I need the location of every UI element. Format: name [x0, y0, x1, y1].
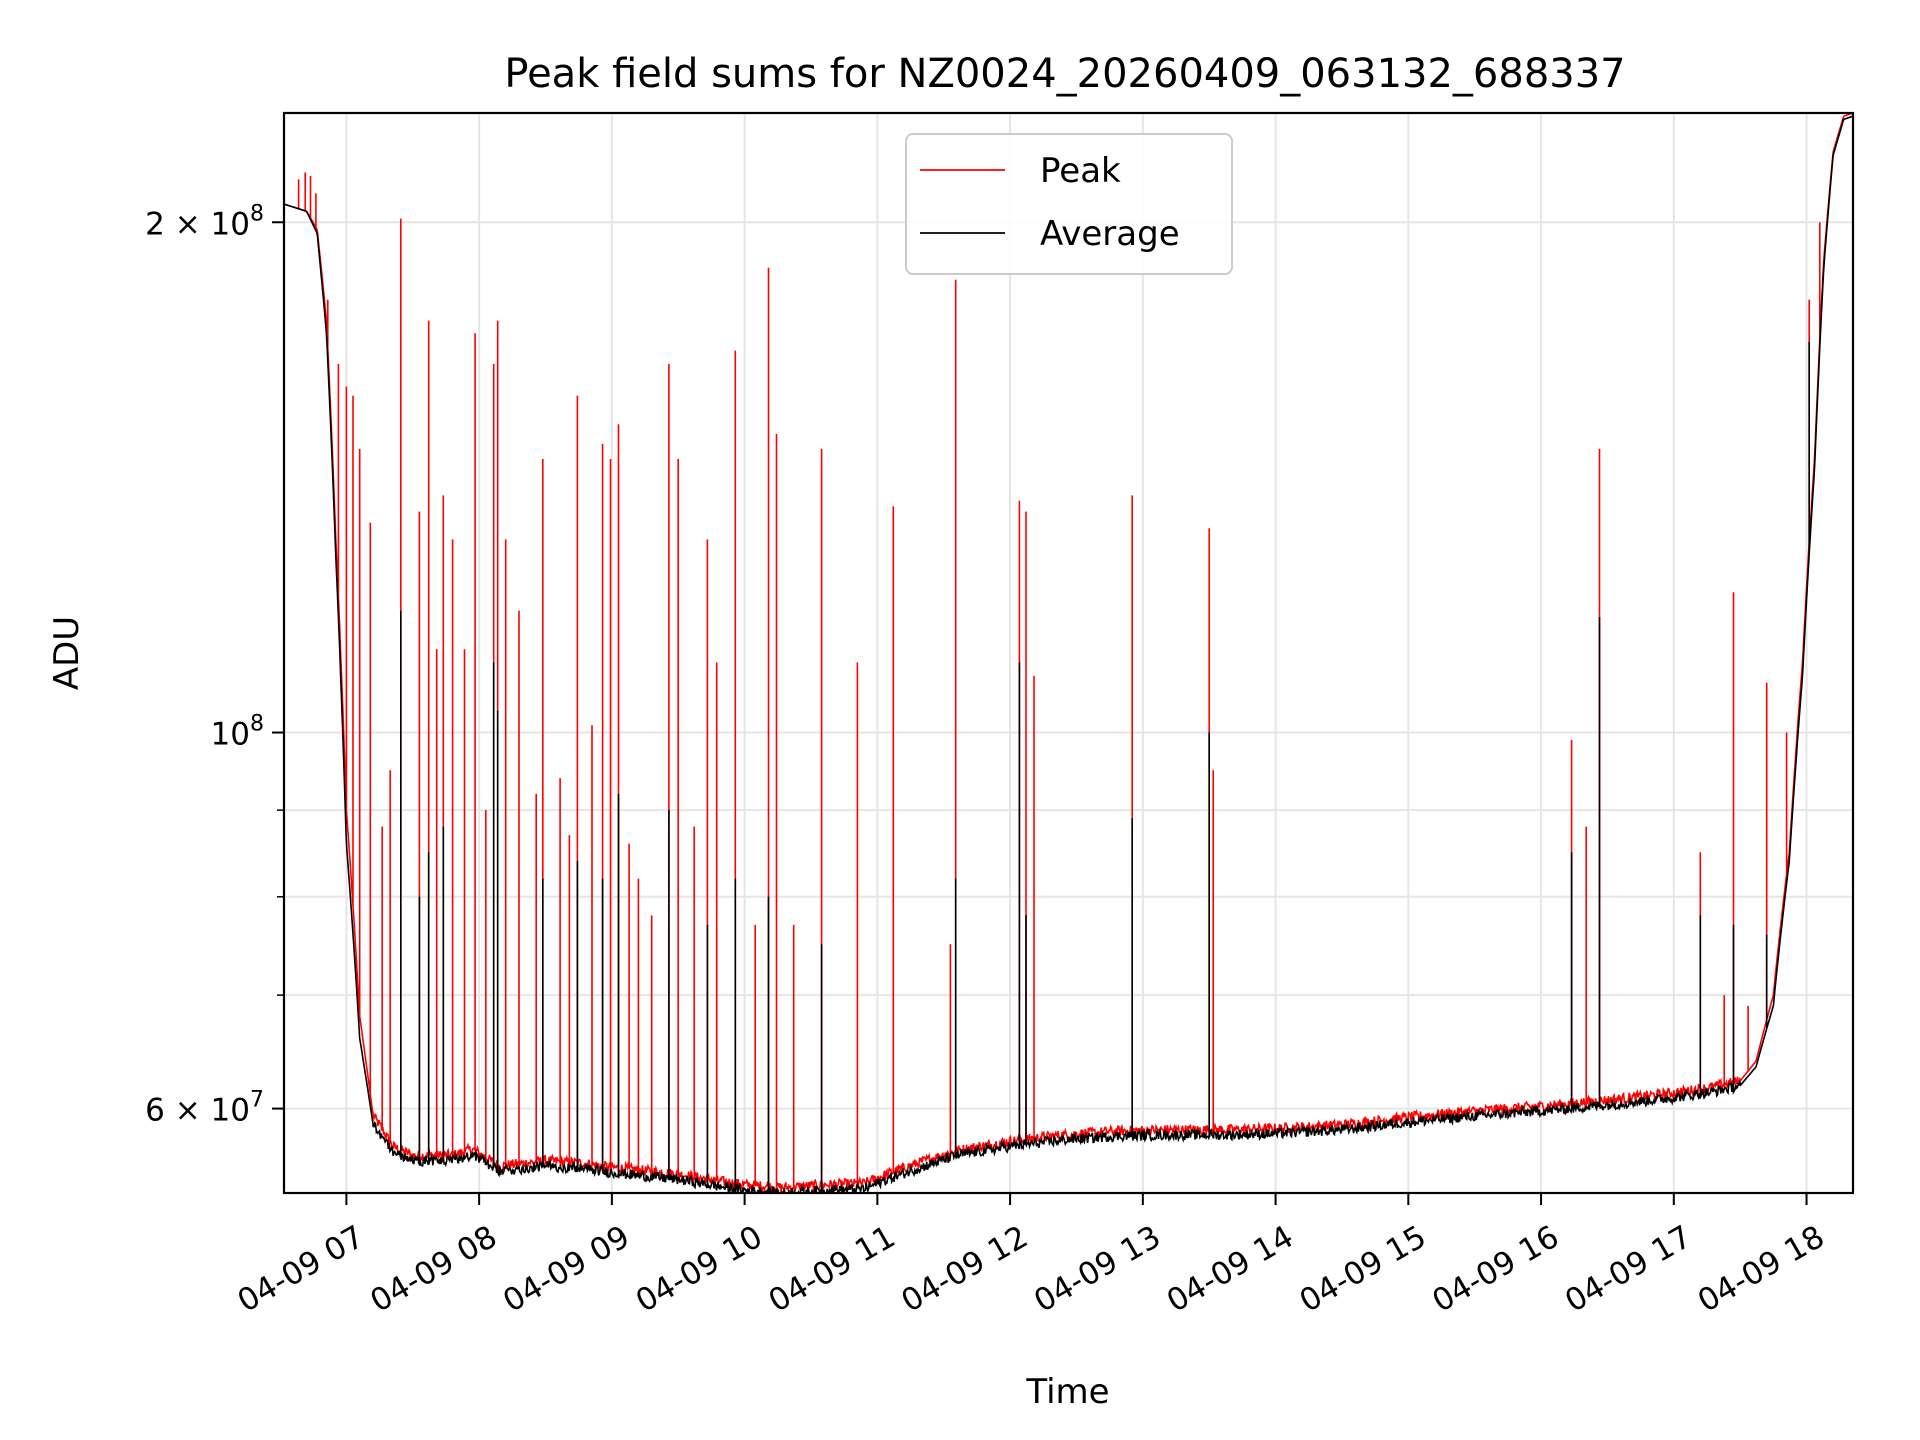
legend-box — [905, 133, 1233, 275]
y-tick-exponent: 7 — [250, 1088, 264, 1113]
grid — [284, 113, 1853, 1193]
y-tick-base: 10 — [211, 1093, 250, 1129]
series-line-average — [284, 115, 1853, 1193]
x-axis-label: Time — [1025, 1372, 1109, 1412]
y-tick-label: 6 × 107 — [145, 1088, 264, 1129]
y-tick-exponent: 8 — [250, 201, 264, 226]
y-tick-mantissa: 6 × — [145, 1093, 210, 1129]
y-tick-mantissa: 2 × — [145, 206, 210, 242]
legend-label-average: Average — [1040, 214, 1180, 254]
y-axis-label: ADU — [47, 616, 87, 690]
plot-frame — [282, 111, 1855, 1195]
legend-label-peak: Peak — [1040, 151, 1121, 191]
y-tick-base: 10 — [211, 717, 250, 753]
chart-title: Peak field sums for NZ0024_20260409_0631… — [504, 51, 1625, 97]
series-layer — [284, 113, 1853, 1193]
legend: Peak Average — [905, 133, 1233, 275]
y-tick-label: 2 × 108 — [145, 201, 264, 242]
y-tick-label: 108 — [211, 712, 264, 753]
y-tick-base: 10 — [211, 206, 250, 242]
y-tick-exponent: 8 — [250, 712, 264, 737]
